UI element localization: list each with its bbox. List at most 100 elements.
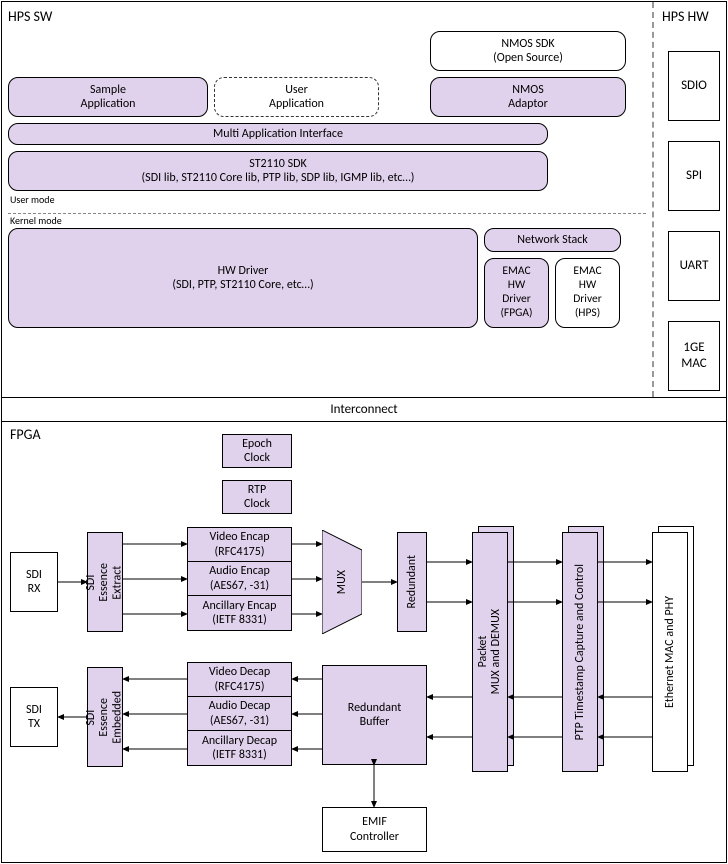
sdi-ess-ext-l3: Extract (112, 563, 125, 602)
nmos-sdk-l1: NMOS SDK (501, 37, 554, 51)
nmos-sdk-l2: (Open Source) (493, 51, 563, 65)
kernel-mode-label: Kernel mode (8, 214, 64, 227)
rtp-clock-l1: RTP (248, 483, 266, 497)
anc-encap-l1: Ancillary Encap (203, 599, 277, 613)
hw-uart-label: UART (680, 258, 709, 274)
redundant-label: Redundant (405, 555, 419, 608)
audio-decap-l2: (AES67, -31) (210, 714, 269, 728)
nmos-adaptor-l2: Adaptor (508, 97, 548, 111)
emac-hps-l2: HW (579, 279, 596, 293)
video-encap-l2: (RFC4175) (215, 545, 265, 559)
audio-encap-l2: (AES67, -31) (210, 579, 269, 593)
hps-hw-title: HPS HW (662, 8, 720, 25)
multi-app-interface-label: Multi Application Interface (213, 127, 343, 141)
epoch-clock-box: Epoch Clock (222, 434, 292, 468)
sdi-ess-emb-l1: SDI (85, 691, 98, 744)
network-stack-box: Network Stack (484, 228, 621, 252)
hw-sdio-box: SDIO (668, 51, 720, 121)
eth-label: Ethernet MAC and PHY (663, 596, 677, 708)
emac-fpga-l3: Driver (502, 293, 531, 307)
sample-app-l2: Application (81, 97, 136, 111)
sdi-rx-l2: RX (28, 582, 41, 596)
nmos-sdk-box: NMOS SDK (Open Source) (430, 31, 626, 71)
video-decap-l1: Video Decap (209, 665, 270, 679)
anc-encap-box: Ancillary Encap (IETF 8331) (188, 596, 291, 630)
emif-box: EMIF Controller (322, 807, 427, 852)
red-buf-l2: Buffer (360, 715, 390, 729)
audio-decap-l1: Audio Decap (209, 699, 271, 713)
packet-mux-l2: MUX and DEMUX (490, 609, 503, 694)
hw-spi-label: SPI (686, 168, 702, 184)
rtp-clock-l2: Clock (244, 497, 270, 511)
epoch-clock-l1: Epoch (242, 437, 272, 451)
encap-group: Video Encap (RFC4175) Audio Encap (AES67… (187, 527, 292, 631)
sdi-rx-l1: SDI (26, 568, 42, 582)
hw-1ge-box: 1GE MAC (668, 321, 720, 391)
nmos-adaptor-l1: NMOS (512, 83, 543, 97)
hw-spi-box: SPI (668, 141, 720, 211)
eth-box: Ethernet MAC and PHY (652, 532, 688, 772)
sdi-ess-emb-l3: Embedded (112, 691, 125, 744)
video-encap-box: Video Encap (RFC4175) (188, 528, 291, 562)
hw-driver-box: HW Driver (SDI, PTP, ST2110 Core, etc…) (8, 228, 478, 328)
sdi-ess-ext-l1: SDI (85, 563, 98, 602)
ptp-box: PTP Timestamp Capture and Control (562, 532, 598, 772)
st2110-sdk-l1: ST2110 SDK (249, 157, 306, 171)
nmos-adaptor-box: NMOS Adaptor (430, 77, 626, 117)
mux-box: MUX (322, 530, 362, 634)
anc-decap-l2: (IETF 8331) (212, 748, 267, 762)
user-app-l2: Application (269, 97, 324, 111)
red-buf-l1: Redundant (348, 701, 401, 715)
ptp-label: PTP Timestamp Capture and Control (573, 564, 587, 740)
interconnect-label: Interconnect (330, 402, 397, 417)
fpga-title: FPGA (10, 426, 41, 443)
sample-app-l1: Sample (90, 83, 126, 97)
hw-uart-box: UART (668, 231, 720, 301)
emac-fpga-l4: (FPGA) (500, 307, 532, 321)
emif-l1: EMIF (362, 815, 387, 829)
anc-decap-box: Ancillary Decap (IETF 8331) (188, 731, 291, 765)
video-decap-l2: (RFC4175) (215, 680, 265, 694)
packet-mux-l1: Packet (477, 609, 490, 694)
video-decap-box: Video Decap (RFC4175) (188, 663, 291, 697)
audio-decap-box: Audio Decap (AES67, -31) (188, 697, 291, 731)
user-app-l1: User (285, 83, 308, 97)
hps-sw-title: HPS SW (8, 8, 646, 25)
redundant-buffer-box: Redundant Buffer (322, 665, 427, 765)
sample-app-box: Sample Application (8, 77, 208, 117)
multi-app-interface-box: Multi Application Interface (8, 123, 548, 145)
anc-decap-l1: Ancillary Decap (202, 734, 277, 748)
hps-row: HPS SW NMOS SDK (Open Source) Sample App… (2, 2, 726, 398)
hw-driver-l2: (SDI, PTP, ST2110 Core, etc…) (172, 278, 313, 292)
redundant-box: Redundant (397, 532, 427, 632)
user-mode-label: User mode (8, 193, 57, 206)
diagram-container: HPS SW NMOS SDK (Open Source) Sample App… (1, 1, 727, 863)
audio-encap-l1: Audio Encap (209, 564, 270, 578)
audio-encap-box: Audio Encap (AES67, -31) (188, 562, 291, 596)
fpga-arrows (2, 422, 728, 862)
emac-hps-l3: Driver (573, 293, 602, 307)
network-stack-label: Network Stack (517, 233, 587, 247)
interconnect-bar: Interconnect (2, 398, 726, 422)
hps-sw-region: HPS SW NMOS SDK (Open Source) Sample App… (2, 2, 652, 397)
mux-label: MUX (335, 570, 349, 594)
hw-1ge-label: 1GE MAC (681, 340, 706, 371)
video-encap-l1: Video Encap (209, 530, 269, 544)
sdi-tx-l1: SDI (26, 703, 42, 717)
decap-group: Video Decap (RFC4175) Audio Decap (AES67… (187, 662, 292, 766)
st2110-sdk-box: ST2110 SDK (SDI lib, ST2110 Core lib, PT… (8, 151, 548, 191)
emac-fpga-l2: HW (508, 279, 525, 293)
sdi-tx-l2: TX (28, 717, 40, 731)
st2110-sdk-l2: (SDI lib, ST2110 Core lib, PTP lib, SDP … (142, 171, 415, 185)
hw-sdio-label: SDIO (681, 78, 707, 94)
sdi-rx-box: SDI RX (10, 552, 58, 612)
emac-fpga-l1: EMAC (502, 265, 530, 279)
rtp-clock-box: RTP Clock (222, 480, 292, 514)
fpga-region: FPGA Epoch Clock RTP Clock SDI RX SDI TX… (2, 422, 726, 862)
hps-hw-region: HPS HW SDIO SPI UART 1GE MAC (652, 2, 726, 397)
emac-hps-l4: (HPS) (575, 307, 600, 321)
emac-fpga-box: EMAC HW Driver (FPGA) (484, 258, 549, 328)
sdi-essence-extract-box: SDI Essence Extract (87, 532, 123, 632)
sdi-essence-embedded-box: SDI Essence Embedded (87, 667, 123, 767)
epoch-clock-l2: Clock (244, 451, 270, 465)
